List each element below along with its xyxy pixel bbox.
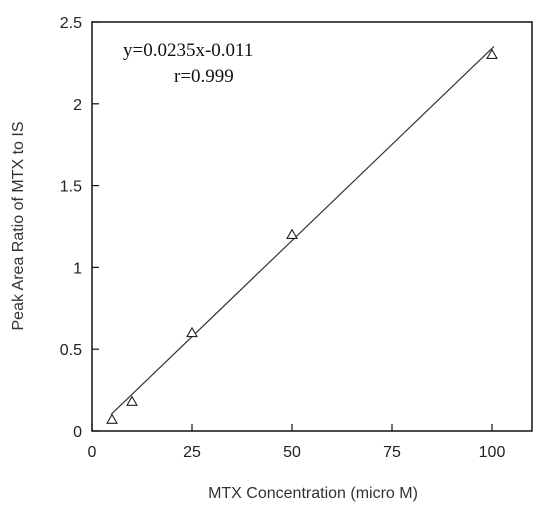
data-point <box>106 413 118 424</box>
x-tick-label: 50 <box>283 444 301 461</box>
x-tick-label: 0 <box>88 444 97 461</box>
x-axis-title: MTX Concentration (micro M) <box>208 485 418 502</box>
y-tick-label: 2 <box>73 97 82 114</box>
data-point <box>486 48 498 60</box>
x-axis-ticks: 0 25 50 75 100 <box>88 424 506 461</box>
r-annotation: r=0.999 <box>174 66 234 87</box>
data-point <box>286 228 298 239</box>
data-point <box>186 326 198 338</box>
y-tick-label: 0 <box>73 424 82 441</box>
y-axis-ticks: 0 0.5 1 1.5 2 2.5 <box>60 15 99 441</box>
y-tick-label: 0.5 <box>60 342 82 359</box>
y-tick-label: 1.5 <box>60 179 82 196</box>
x-tick-label: 75 <box>383 444 401 461</box>
regression-line <box>110 45 495 415</box>
data-points <box>106 48 498 424</box>
data-point <box>126 395 138 406</box>
x-tick-label: 25 <box>183 444 201 461</box>
x-tick-label: 100 <box>479 444 506 461</box>
y-axis-title: Peak Area Ratio of MTX to IS <box>10 122 27 331</box>
y-tick-label: 2.5 <box>60 15 82 32</box>
y-tick-label: 1 <box>73 260 82 277</box>
equation-annotation: y=0.0235x-0.011 <box>123 40 253 61</box>
